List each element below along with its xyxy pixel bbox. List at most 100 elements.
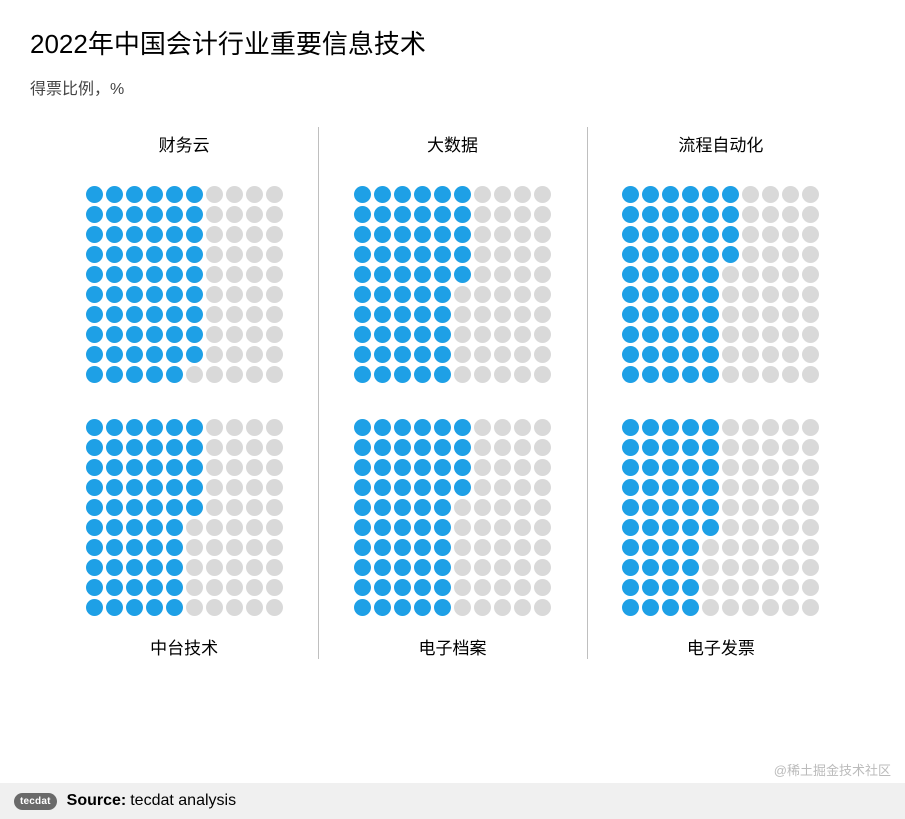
waffle-dot: [434, 539, 451, 556]
waffle-dot: [246, 439, 263, 456]
waffle-dot: [782, 306, 799, 323]
waffle-dot: [414, 366, 431, 383]
waffle-dot: [434, 459, 451, 476]
waffle-dot: [474, 579, 491, 596]
waffle-dot: [802, 226, 819, 243]
panel-divider: [318, 127, 319, 659]
waffle-dot: [742, 266, 759, 283]
waffle-dot: [166, 599, 183, 616]
waffle-dot: [782, 479, 799, 496]
waffle-dot: [394, 226, 411, 243]
waffle-dot: [186, 599, 203, 616]
waffle-dot: [702, 306, 719, 323]
waffle-dot: [86, 579, 103, 596]
waffle-dot: [662, 459, 679, 476]
waffle-dot: [354, 579, 371, 596]
waffle-dot: [166, 266, 183, 283]
waffle-dot: [394, 286, 411, 303]
waffle-dot: [642, 499, 659, 516]
waffle-dot: [166, 346, 183, 363]
waffle-dot: [226, 186, 243, 203]
waffle-dot: [534, 266, 551, 283]
waffle-dot: [702, 499, 719, 516]
waffle-dot: [186, 226, 203, 243]
waffle-dot: [246, 459, 263, 476]
waffle-dot: [782, 419, 799, 436]
waffle-dot: [434, 439, 451, 456]
waffle-dot: [266, 326, 283, 343]
waffle-dot: [782, 266, 799, 283]
waffle-dot: [782, 366, 799, 383]
waffle-dot: [682, 519, 699, 536]
waffle-dot: [434, 266, 451, 283]
waffle-dot: [246, 266, 263, 283]
waffle-dot: [206, 266, 223, 283]
waffle-dot: [742, 439, 759, 456]
waffle-dot: [534, 226, 551, 243]
waffle-dot: [246, 306, 263, 323]
waffle-dot: [514, 366, 531, 383]
waffle-dot: [374, 479, 391, 496]
waffle-dot: [514, 519, 531, 536]
waffle-dot: [494, 439, 511, 456]
waffle-dot: [226, 226, 243, 243]
waffle-dot: [742, 419, 759, 436]
waffle-dot: [642, 286, 659, 303]
waffle-dot: [166, 246, 183, 263]
waffle-chart: [86, 186, 283, 383]
waffle-dot: [106, 266, 123, 283]
waffle-dot: [86, 266, 103, 283]
waffle-dot: [226, 499, 243, 516]
waffle-dot: [514, 286, 531, 303]
waffle-dot: [246, 346, 263, 363]
waffle-dot: [534, 459, 551, 476]
waffle-dot: [762, 519, 779, 536]
waffle-dot: [226, 439, 243, 456]
waffle-dot: [394, 419, 411, 436]
waffle-dot: [146, 559, 163, 576]
waffle-dot: [166, 559, 183, 576]
waffle-dot: [454, 366, 471, 383]
waffle-dot: [722, 459, 739, 476]
waffle-dot: [246, 579, 263, 596]
waffle-dot: [226, 246, 243, 263]
waffle-dot: [742, 499, 759, 516]
chart-subtitle: 得票比例，%: [30, 75, 875, 99]
waffle-dot: [246, 499, 263, 516]
waffle-dot: [246, 206, 263, 223]
waffle-dot: [394, 599, 411, 616]
waffle-dot: [722, 346, 739, 363]
waffle-dot: [166, 499, 183, 516]
waffle-dot: [146, 346, 163, 363]
waffle-dot: [494, 306, 511, 323]
waffle-dot: [266, 499, 283, 516]
waffle-dot: [494, 519, 511, 536]
waffle-dot: [642, 599, 659, 616]
waffle-dot: [86, 286, 103, 303]
waffle-dot: [802, 286, 819, 303]
waffle-dot: [126, 186, 143, 203]
waffle-dot: [702, 226, 719, 243]
waffle-dot: [86, 479, 103, 496]
waffle-dot: [762, 599, 779, 616]
waffle-dot: [106, 206, 123, 223]
waffle-dot: [454, 346, 471, 363]
waffle-dot: [762, 459, 779, 476]
waffle-dot: [126, 519, 143, 536]
panel-0: 财务云: [50, 127, 318, 383]
waffle-dot: [494, 366, 511, 383]
waffle-dot: [534, 326, 551, 343]
waffle-dot: [86, 519, 103, 536]
waffle-dot: [494, 419, 511, 436]
waffle-dot: [126, 246, 143, 263]
waffle-dot: [742, 306, 759, 323]
waffle-dot: [494, 499, 511, 516]
waffle-dot: [782, 326, 799, 343]
waffle-dot: [146, 479, 163, 496]
waffle-dot: [186, 286, 203, 303]
waffle-dot: [354, 306, 371, 323]
waffle-dot: [742, 346, 759, 363]
waffle-dot: [126, 539, 143, 556]
waffle-dot: [246, 246, 263, 263]
waffle-dot: [166, 286, 183, 303]
